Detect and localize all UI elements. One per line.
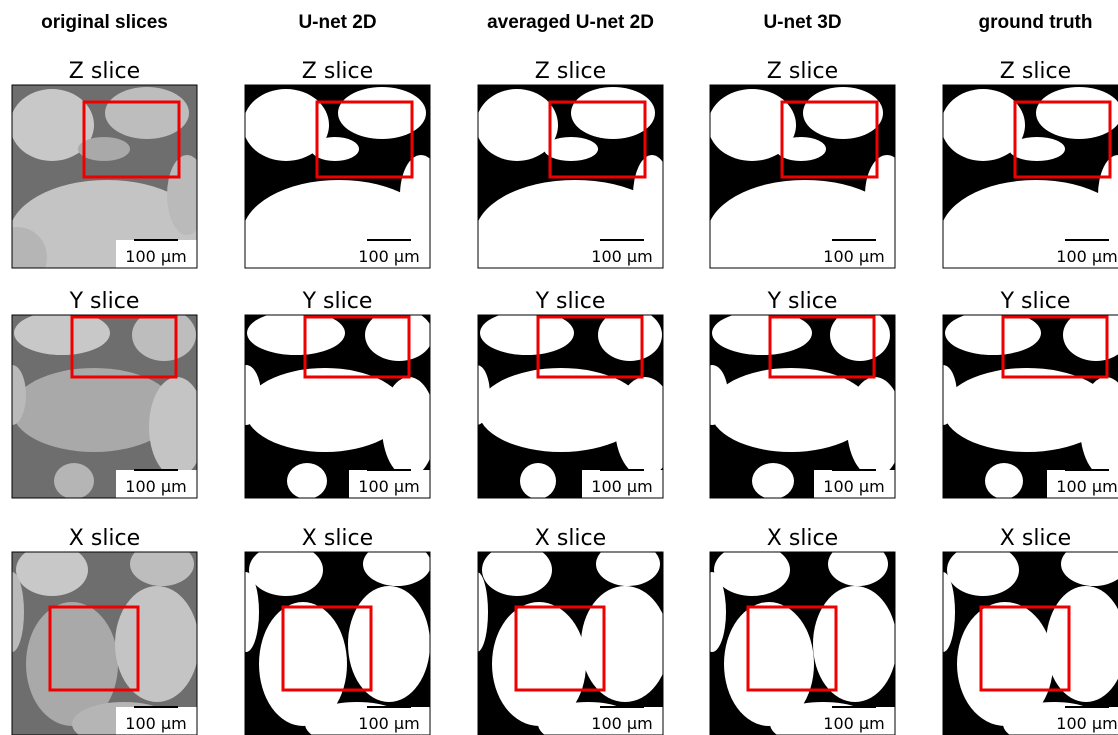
- grain: [865, 155, 909, 235]
- slice-image: 100 µm: [931, 542, 1118, 735]
- grain: [167, 155, 207, 235]
- slice-label: X slice: [767, 526, 838, 551]
- slice-image: 100 µm: [685, 85, 909, 290]
- grain: [985, 463, 1023, 499]
- scale-label: 100 µm: [823, 714, 884, 733]
- grain: [115, 586, 199, 702]
- slice-label: Z slice: [1000, 59, 1071, 84]
- slice-image: 100 µm: [698, 542, 897, 735]
- slice-label: Y slice: [535, 289, 606, 314]
- slice-label: Z slice: [302, 59, 373, 84]
- grain: [918, 227, 976, 287]
- grain: [698, 572, 726, 652]
- slice-label: X slice: [1000, 526, 1071, 551]
- scale-label: 100 µm: [591, 247, 652, 266]
- grain: [1036, 87, 1118, 139]
- grain: [685, 227, 747, 287]
- column-header: U-net 2D: [298, 12, 376, 33]
- scale-label: 100 µm: [1056, 714, 1117, 733]
- grain: [520, 463, 556, 499]
- grain: [466, 572, 488, 652]
- slice-image: 100 µm: [464, 309, 675, 499]
- grain: [571, 87, 655, 139]
- grain: [813, 586, 897, 702]
- column-header: averaged U-net 2D: [487, 12, 654, 33]
- slice-label: Z slice: [767, 59, 838, 84]
- page: {"columns": ["original slices", "U-net 2…: [0, 0, 1118, 735]
- scale-label: 100 µm: [591, 714, 652, 733]
- slice-image: 100 µm: [696, 309, 903, 499]
- grain: [245, 368, 405, 452]
- slice-image: 100 µm: [466, 542, 669, 735]
- slice-image: 100 µm: [453, 85, 675, 290]
- slice-label: X slice: [69, 526, 140, 551]
- grain: [710, 368, 872, 452]
- grain: [287, 463, 327, 499]
- slice-label: Z slice: [69, 59, 140, 84]
- grain: [696, 365, 728, 425]
- grain: [78, 137, 130, 161]
- scale-label: 100 µm: [125, 477, 186, 496]
- grain: [1009, 137, 1065, 161]
- figure: original slices Z slice 100 µm Y slice 100 µ…: [0, 0, 1118, 735]
- column-header: original slices: [41, 12, 168, 33]
- scale-label: 100 µm: [125, 247, 186, 266]
- slice-image: 100 µm: [233, 542, 431, 735]
- grain: [220, 227, 280, 287]
- grain: [400, 155, 442, 235]
- grain: [633, 155, 671, 235]
- scale-label: 100 µm: [591, 477, 652, 496]
- slice-label: Y slice: [767, 289, 838, 314]
- slice-image: 100 µm: [220, 85, 442, 290]
- scale-label: 100 µm: [1056, 247, 1117, 266]
- slice-label: X slice: [302, 526, 373, 551]
- grain: [382, 377, 436, 477]
- slice-image: 100 µm: [918, 85, 1118, 290]
- slice-image: 100 µm: [231, 309, 436, 499]
- slice-label: Y slice: [69, 289, 140, 314]
- scale-label: 100 µm: [823, 247, 884, 266]
- slice-image: 100 µm: [0, 85, 207, 290]
- grain: [803, 87, 883, 139]
- grain: [105, 87, 189, 139]
- column-header: U-net 3D: [763, 12, 841, 33]
- slice-image: 100 µm: [929, 309, 1118, 499]
- scale-label: 100 µm: [1056, 477, 1117, 496]
- grain: [233, 572, 259, 652]
- scale-label: 100 µm: [358, 477, 419, 496]
- grain: [752, 463, 794, 499]
- slice-label: Y slice: [302, 289, 373, 314]
- grain: [544, 137, 598, 161]
- grain: [615, 377, 675, 477]
- grain: [453, 227, 509, 287]
- scale-label: 100 µm: [125, 714, 186, 733]
- grain: [581, 586, 669, 702]
- scale-label: 100 µm: [358, 247, 419, 266]
- grain: [231, 365, 261, 425]
- scale-label: 100 µm: [358, 714, 419, 733]
- slice-label: Y slice: [1000, 289, 1071, 314]
- grain: [464, 365, 490, 425]
- grain: [54, 463, 94, 499]
- grain: [348, 586, 430, 702]
- slice-label: Z slice: [535, 59, 606, 84]
- slice-image: 100 µm: [0, 542, 199, 735]
- slice-image: 100 µm: [0, 309, 205, 499]
- column-header: ground truth: [979, 12, 1093, 33]
- scale-label: 100 µm: [823, 477, 884, 496]
- slice-label: X slice: [535, 526, 606, 551]
